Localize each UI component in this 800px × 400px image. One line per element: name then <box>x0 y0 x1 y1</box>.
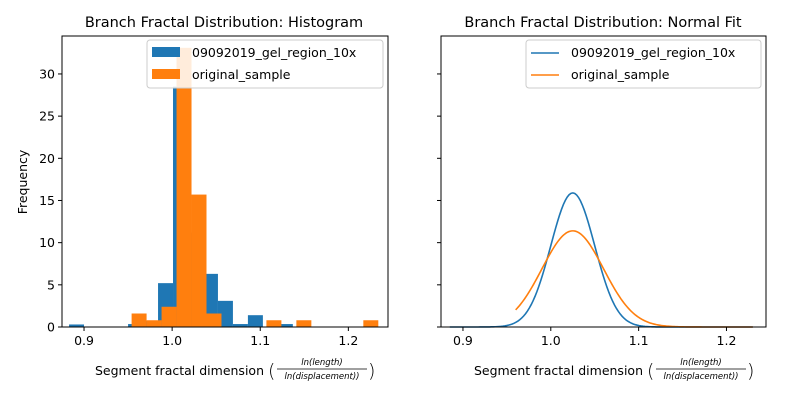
normal-fit-x-label-numerator: ln(length) <box>680 358 721 368</box>
legend-label-series-2: original_sample <box>571 67 670 82</box>
left-paren: ( <box>268 360 275 382</box>
right-paren: ) <box>747 360 754 382</box>
histogram-bar-series-2 <box>296 320 312 327</box>
histogram-bar-series-1 <box>247 315 263 327</box>
histogram-bar-series-1 <box>232 324 248 327</box>
histogram-x-label-numerator: ln(length) <box>301 358 342 368</box>
histogram-y-tick-label: 10 <box>39 235 55 250</box>
histogram-bar-series-1 <box>69 324 85 327</box>
legend-swatch-blue <box>152 47 180 57</box>
histogram-y-tick-label: 15 <box>39 193 55 208</box>
histogram-y-tick-label: 20 <box>39 151 55 166</box>
histogram-x-tick-label: 1.2 <box>338 333 358 348</box>
normal-fit-x-ticks: 0.9 1.0 1.1 1.2 <box>453 327 736 348</box>
normal-fit-plot-frame <box>440 35 767 328</box>
normal-fit-x-label-denominator-text: ln(displacement) <box>664 372 736 382</box>
legend-label-series-1: 09092019_gel_region_10x <box>192 45 356 60</box>
normal-fit-title: Branch Fractal Distribution: Normal Fit <box>464 15 742 31</box>
histogram-x-label-denominator-text: ln(displacement) <box>285 372 357 382</box>
legend-label-series-1: 09092019_gel_region_10x <box>571 45 735 60</box>
histogram-bar-series-2 <box>266 320 282 327</box>
histogram-legend: 09092019_gel_region_10x original_sample <box>146 39 384 89</box>
histogram-bar-series-2 <box>131 313 147 327</box>
normal-fit-x-label-denominator: ln(displacement)) <box>664 372 739 382</box>
histogram-bar-series-2 <box>363 320 379 327</box>
histogram-x-label-text: Segment fractal dimension <box>95 363 264 378</box>
normal-fit-x-tick-label: 0.9 <box>453 333 473 348</box>
histogram-plot-frame <box>61 35 389 328</box>
histogram-y-axis-label: Frequency <box>15 149 30 214</box>
histogram-title: Branch Fractal Distribution: Histogram <box>85 15 363 31</box>
histogram-bar-series-1 <box>217 300 233 327</box>
histogram-x-tick-label: 0.9 <box>74 333 94 348</box>
normal-fit-line-series-1 <box>449 192 753 328</box>
normal-fit-x-axis-label: Segment fractal dimension ( ln(length) l… <box>474 358 754 382</box>
histogram-x-axis-label: Segment fractal dimension ( ln(length) l… <box>95 358 375 382</box>
normal-fit-y-ticks <box>437 73 441 328</box>
histogram-y-ticks: 0 5 10 15 20 25 30 <box>39 66 62 335</box>
histogram-x-tick-label: 1.1 <box>250 333 270 348</box>
histogram-bar-series-2 <box>206 313 222 327</box>
left-paren: ( <box>647 360 654 382</box>
normal-fit-x-tick-label: 1.0 <box>541 333 561 348</box>
histogram-bar-series-2 <box>176 47 192 328</box>
normal-fit-lines <box>449 192 753 328</box>
normal-fit-legend: 09092019_gel_region_10x original_sample <box>525 39 762 89</box>
normal-fit-panel: Branch Fractal Distribution: Normal Fit … <box>437 15 767 382</box>
normal-fit-x-tick-label: 1.1 <box>629 333 649 348</box>
histogram-y-tick-label: 5 <box>47 277 55 292</box>
histogram-bars <box>69 47 379 328</box>
histogram-bar-series-2 <box>191 194 207 327</box>
histogram-panel: Branch Fractal Distribution: Histogram 0… <box>15 15 389 382</box>
legend-frame <box>525 39 762 89</box>
histogram-bar-series-2 <box>146 320 162 327</box>
histogram-y-tick-label: 30 <box>39 66 55 81</box>
right-paren: ) <box>368 360 375 382</box>
histogram-y-tick-label: 0 <box>47 320 55 335</box>
histogram-x-label-denominator: ln(displacement)) <box>285 372 360 382</box>
normal-fit-x-tick-label: 1.2 <box>717 333 737 348</box>
histogram-bar-series-1 <box>277 324 293 327</box>
normal-fit-x-label-text: Segment fractal dimension <box>474 363 643 378</box>
histogram-bar-series-2 <box>161 306 177 327</box>
histogram-x-ticks: 0.9 1.0 1.1 1.2 <box>74 327 358 348</box>
legend-frame <box>146 39 384 89</box>
histogram-y-tick-label: 25 <box>39 109 55 124</box>
legend-swatch-orange <box>152 69 180 79</box>
legend-label-series-2: original_sample <box>192 67 291 82</box>
histogram-x-tick-label: 1.0 <box>162 333 182 348</box>
